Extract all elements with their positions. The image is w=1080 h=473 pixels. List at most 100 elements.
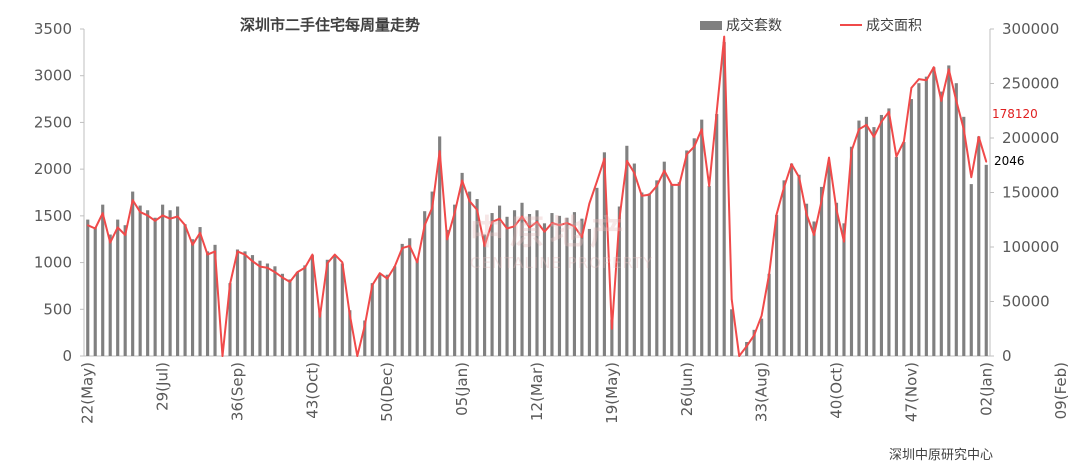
bar xyxy=(176,206,180,356)
bar xyxy=(617,206,621,356)
line-point xyxy=(169,217,171,220)
line-point xyxy=(738,355,740,357)
line-point xyxy=(685,153,688,156)
bar xyxy=(782,180,786,356)
bar xyxy=(385,274,389,356)
bar xyxy=(460,172,464,356)
bar xyxy=(340,263,344,356)
bar xyxy=(722,42,726,357)
line-point xyxy=(693,145,696,148)
bar xyxy=(101,204,105,356)
line-point xyxy=(700,128,703,131)
bar xyxy=(535,210,539,356)
line-point xyxy=(962,128,965,131)
y-tick-label-right: 50000 xyxy=(1002,293,1050,311)
line-point xyxy=(648,193,651,196)
line-point xyxy=(498,217,501,220)
bar xyxy=(527,213,532,356)
line-point xyxy=(184,224,186,226)
bar xyxy=(116,219,120,356)
bar xyxy=(842,223,846,356)
line-point xyxy=(558,224,561,226)
line-point xyxy=(124,234,126,236)
line-point xyxy=(438,150,441,152)
line-point xyxy=(154,220,156,222)
bar xyxy=(205,251,210,356)
bar xyxy=(468,191,472,356)
bar xyxy=(213,244,217,356)
bar xyxy=(505,216,509,356)
bar xyxy=(857,120,861,356)
bar xyxy=(797,174,801,356)
line-point xyxy=(326,262,329,265)
line-point xyxy=(678,184,681,186)
bar xyxy=(655,180,659,356)
bar xyxy=(333,255,337,356)
line-point xyxy=(865,124,868,126)
line-point xyxy=(835,209,838,211)
bar xyxy=(520,202,524,356)
bar xyxy=(625,145,629,356)
bar xyxy=(250,255,255,356)
line-point xyxy=(363,324,366,327)
line-point xyxy=(903,140,905,143)
watermark-cn: 中原地产 xyxy=(470,213,630,253)
bar xyxy=(745,341,749,356)
x-tick-label: 47(Nov) xyxy=(902,362,920,422)
line-point xyxy=(611,327,613,330)
y-tick-label-left: 1000 xyxy=(34,254,72,272)
bar xyxy=(400,243,404,356)
bar xyxy=(775,214,779,356)
line-point xyxy=(813,234,815,236)
bar xyxy=(804,203,809,356)
bar xyxy=(939,91,943,357)
bar xyxy=(849,146,854,356)
watermark-en: CENTALINE PROPERTY xyxy=(470,254,654,272)
legend-swatch-bar xyxy=(700,20,722,30)
source-note: 深圳中原研究中心 xyxy=(888,448,993,463)
line-point xyxy=(843,240,845,243)
line-point xyxy=(109,241,112,244)
x-tick-label: 19(May) xyxy=(603,362,621,424)
bar xyxy=(760,318,764,356)
line-point xyxy=(603,157,606,160)
line-point xyxy=(543,230,546,233)
bar xyxy=(887,108,891,357)
line-point xyxy=(116,226,119,229)
line-point xyxy=(880,120,883,123)
y-tick-label-right: 300000 xyxy=(1002,20,1059,38)
line-point xyxy=(581,236,583,238)
line-point xyxy=(910,87,913,89)
y-tick-label-left: 2000 xyxy=(34,160,72,178)
bar xyxy=(131,191,135,356)
line-point xyxy=(940,100,943,102)
bar xyxy=(557,215,562,356)
bar xyxy=(408,238,412,356)
line-point xyxy=(206,253,209,256)
bar xyxy=(363,320,367,356)
line-point xyxy=(431,206,433,209)
line-point xyxy=(446,238,448,241)
x-tick-label: 43(Oct) xyxy=(303,362,321,419)
bar xyxy=(153,217,157,356)
bar xyxy=(954,83,958,356)
line-point xyxy=(955,100,958,102)
y-tick-label-left: 1500 xyxy=(34,207,72,225)
line-point xyxy=(236,250,239,253)
bar xyxy=(370,283,374,356)
line-point xyxy=(491,221,493,223)
line-point xyxy=(356,355,359,357)
bar xyxy=(348,310,352,356)
bar xyxy=(108,234,112,356)
line-point xyxy=(626,160,628,162)
x-tick-label: 40(Oct) xyxy=(828,362,846,419)
bar xyxy=(640,192,644,356)
line-point xyxy=(229,283,231,285)
line-point xyxy=(858,128,860,131)
bar xyxy=(512,210,517,356)
line-point xyxy=(753,334,755,337)
x-tick-label: 36(Sep) xyxy=(228,362,246,421)
line-point xyxy=(468,200,471,203)
line-point xyxy=(371,284,374,286)
